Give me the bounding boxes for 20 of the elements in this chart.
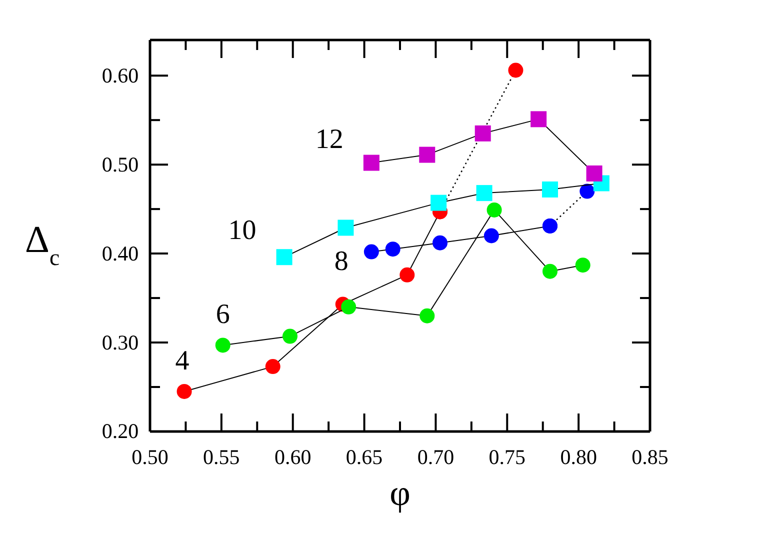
x-tick-label: 0.85 xyxy=(632,444,668,469)
x-tick-label: 0.60 xyxy=(274,444,312,469)
y-tick-label: 0.20 xyxy=(102,419,139,444)
x-tick-label: 0.65 xyxy=(346,444,383,469)
legend-label: 4 xyxy=(175,345,190,376)
y-tick-label: 0.60 xyxy=(102,63,139,88)
series-label: 6 xyxy=(216,299,230,330)
x-tick-label: 0.55 xyxy=(203,444,240,469)
x-tick-label: 0.80 xyxy=(560,444,597,469)
x-axis-title: φ xyxy=(390,473,410,513)
series-label: 12 xyxy=(315,124,344,155)
y-axis-title: Δ$_{c}$ xyxy=(25,219,60,270)
x-tick-label: 0.50 xyxy=(132,444,168,469)
y-tick-label: 0.30 xyxy=(102,330,139,354)
series-label: 8 xyxy=(334,246,348,277)
series-label: 10 xyxy=(228,215,256,246)
x-tick-label: 0.75 xyxy=(488,444,526,469)
x-tick-label: 0.70 xyxy=(417,444,454,469)
y-tick-label: 0.50 xyxy=(102,152,139,176)
y-tick-label: 0.40 xyxy=(102,241,139,266)
